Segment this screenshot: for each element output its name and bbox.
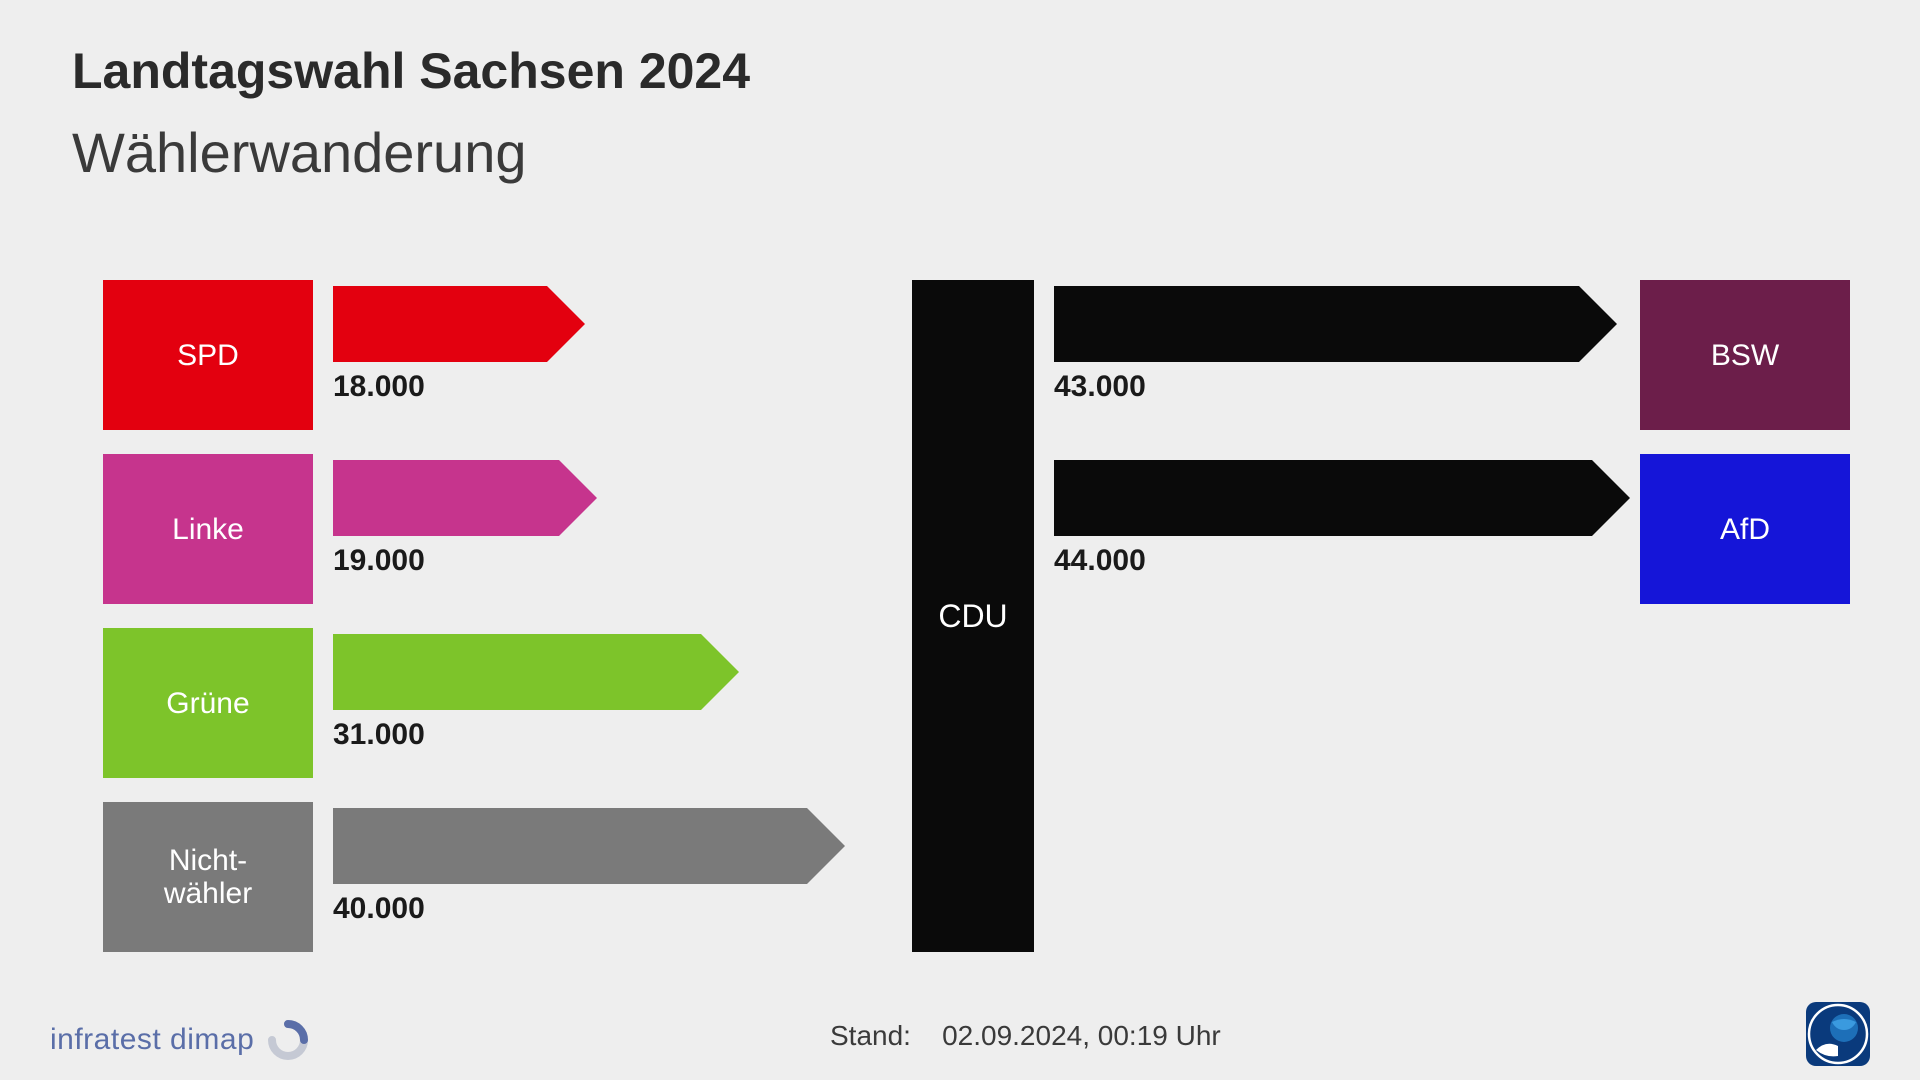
- inflow-party-box: Grüne: [103, 628, 313, 778]
- outflow-party-box: BSW: [1640, 280, 1850, 430]
- inflow-party-box: Nicht- wähler: [103, 802, 313, 952]
- timestamp-value: 02.09.2024, 00:19 Uhr: [942, 1020, 1221, 1051]
- outflow-arrow: [1054, 460, 1630, 541]
- center-party-label: CDU: [938, 598, 1007, 635]
- outflow-value: 43.000: [1054, 370, 1146, 404]
- inflow-value: 31.000: [333, 718, 425, 752]
- outflow-value: 44.000: [1054, 544, 1146, 578]
- inflow-arrow: [333, 286, 585, 367]
- page-title: Landtagswahl Sachsen 2024: [72, 42, 750, 100]
- inflow-value: 19.000: [333, 544, 425, 578]
- outflow-party-box: AfD: [1640, 454, 1850, 604]
- inflow-value: 40.000: [333, 892, 425, 926]
- timestamp: Stand: 02.09.2024, 00:19 Uhr: [830, 1020, 1221, 1052]
- inflow-party-box: Linke: [103, 454, 313, 604]
- page-subtitle: Wählerwanderung: [72, 120, 526, 185]
- outflow-arrow: [1054, 286, 1617, 367]
- ard-logo: [1806, 1002, 1870, 1066]
- dimap-curl-icon: [266, 1018, 310, 1062]
- inflow-arrow: [333, 808, 845, 889]
- inflow-party-box: SPD: [103, 280, 313, 430]
- inflow-value: 18.000: [333, 370, 425, 404]
- center-party-column: CDU: [912, 280, 1034, 952]
- infratest-dimap-logo: infratest dimap: [50, 1018, 310, 1062]
- inflow-arrow: [333, 634, 739, 715]
- ard-globe-icon: [1806, 1002, 1870, 1066]
- inflow-arrow: [333, 460, 597, 541]
- timestamp-label: Stand:: [830, 1020, 911, 1051]
- logo-label: infratest dimap: [50, 1023, 254, 1057]
